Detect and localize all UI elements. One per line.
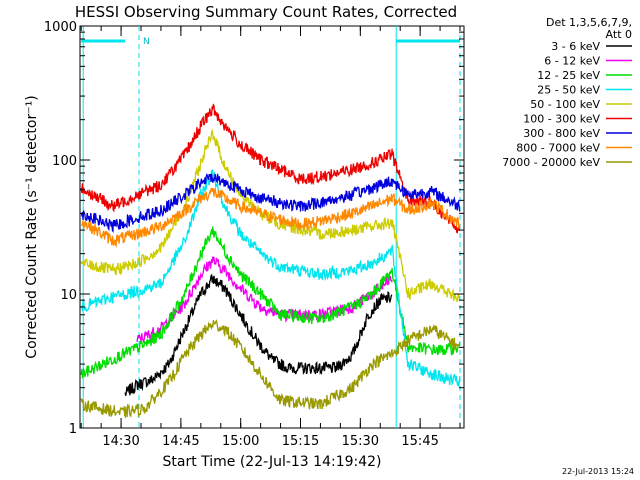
- legend-label: 50 - 100 keV: [530, 98, 600, 111]
- legend-title-line-2: Att 0: [606, 28, 632, 41]
- x-tick-label: 15:30: [342, 434, 379, 449]
- legend-label: 100 - 300 keV: [523, 113, 600, 126]
- series-layer: [80, 103, 461, 419]
- legend-label: 25 - 50 keV: [537, 84, 600, 97]
- series-line: [80, 226, 461, 380]
- series-line: [80, 128, 461, 303]
- legend-label: 12 - 25 keV: [537, 69, 600, 82]
- x-tick-label: 14:45: [162, 434, 199, 449]
- series-line: [136, 256, 393, 345]
- series-line: [124, 273, 393, 396]
- x-axis-label: Start Time (22-Jul-13 14:19:42): [162, 454, 381, 470]
- y-axis-label: Corrected Count Rate (s⁻¹ detector⁻¹): [24, 95, 40, 358]
- annotation-flag-label: N: [143, 37, 150, 47]
- plot-frame: [79, 25, 465, 429]
- series-line: [80, 169, 461, 387]
- chart-title: HESSI Observing Summary Count Rates, Cor…: [75, 3, 457, 21]
- legend-label: 800 - 7000 keV: [516, 142, 600, 155]
- y-tick-label: 1: [69, 422, 77, 437]
- series-line: [80, 319, 461, 419]
- y-axis: 1 10 100 1000: [44, 20, 464, 437]
- x-tick-label: 14:30: [102, 434, 139, 449]
- series-line: [80, 103, 461, 234]
- y-tick-label: 100: [52, 154, 77, 169]
- y-tick-label: 1000: [44, 20, 77, 35]
- legend-label: 6 - 12 keV: [544, 55, 600, 68]
- legend: Det 1,3,5,6,7,9, Att 0 3 - 6 keV 6 - 12 k…: [502, 16, 632, 169]
- series-line: [80, 173, 461, 234]
- plot-area: N: [79, 25, 465, 429]
- x-tick-label: 15:00: [222, 434, 259, 449]
- legend-label: 300 - 800 keV: [523, 127, 600, 140]
- y-tick-label: 10: [60, 288, 77, 303]
- legend-label: 3 - 6 keV: [551, 40, 600, 53]
- x-tick-label: 15:45: [401, 434, 438, 449]
- x-axis: 14:30 14:45 15:00 15:15 15:30 15:45: [80, 26, 461, 449]
- footer-stamp: 22-Jul-2013 15:24: [562, 467, 634, 476]
- series-line: [80, 186, 461, 248]
- x-tick-label: 15:15: [282, 434, 319, 449]
- legend-title-line-1: Det 1,3,5,6,7,9,: [546, 16, 632, 29]
- legend-label: 7000 - 20000 keV: [502, 156, 600, 169]
